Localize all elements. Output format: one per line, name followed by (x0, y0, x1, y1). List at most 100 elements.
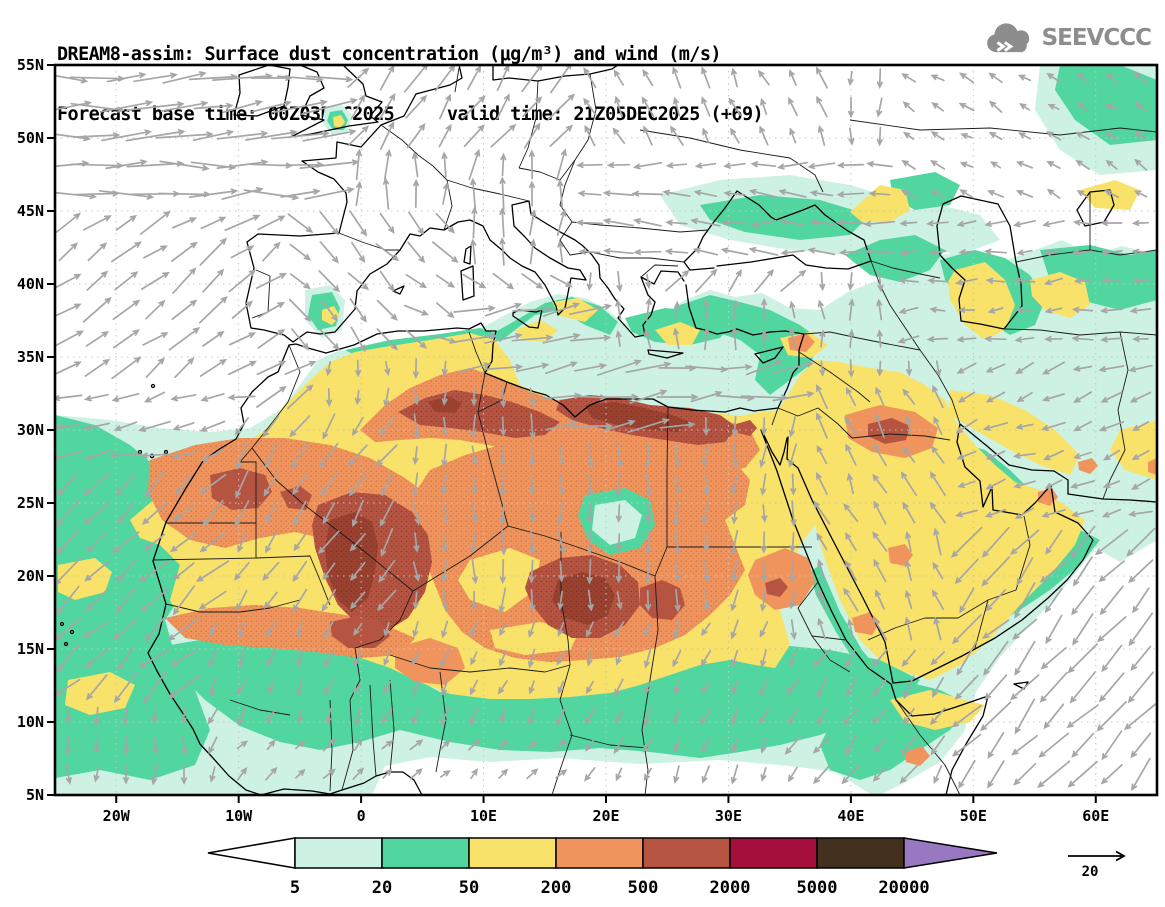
wind-arrow (760, 649, 767, 668)
wind-arrow (138, 648, 171, 668)
wind-arrow (451, 333, 498, 344)
wind-arrow (411, 708, 421, 725)
wind-arrow (56, 472, 79, 497)
wind-arrow (701, 501, 709, 526)
wind-arrow (1131, 248, 1150, 255)
wind-arrow (748, 188, 779, 199)
dust-band-50 (65, 672, 135, 715)
cape-verde-island (59, 621, 65, 627)
wind-arrow (1134, 158, 1148, 171)
wind-arrow (817, 299, 826, 320)
wind-arrow (1128, 559, 1154, 584)
colorbar-over-arrow (903, 837, 998, 869)
wind-arrow (438, 123, 452, 148)
wind-arrow (436, 302, 455, 319)
wind-arrow (351, 94, 365, 119)
wind-arrow (932, 384, 944, 409)
wind-arrow (143, 671, 167, 704)
wind-arrow (1071, 335, 1094, 342)
wind-arrow (642, 68, 654, 87)
wind-arrow (784, 735, 801, 755)
wind-arrow (381, 740, 394, 750)
wind-arrow (323, 649, 335, 668)
wind-arrow (470, 768, 479, 780)
wind-arrow (383, 387, 390, 408)
border (771, 407, 779, 426)
wind-arrow (904, 559, 912, 582)
wind-arrow (1101, 644, 1123, 673)
wind-arrow (981, 556, 1011, 587)
wind-arrow (1010, 674, 1040, 701)
wind-arrow (74, 132, 121, 139)
wind-arrow (951, 614, 982, 645)
wind-arrow (557, 501, 564, 526)
wind-arrow (144, 533, 166, 551)
wind-arrow (730, 764, 739, 785)
wind-arrow (846, 472, 855, 495)
wind-arrow (496, 93, 510, 120)
wind-arrow (117, 646, 135, 671)
wind-arrow (378, 559, 396, 583)
wind-arrow (151, 708, 158, 725)
wind-arrow (983, 640, 1009, 676)
wind-arrow (633, 218, 662, 227)
wind-arrow (584, 767, 596, 782)
wind-arrow (731, 474, 738, 495)
wind-arrow (98, 189, 155, 200)
wind-arrow (257, 328, 286, 349)
wind-arrow (145, 299, 166, 320)
wind-arrow (956, 640, 978, 676)
wind-arrow (665, 269, 690, 292)
wind-arrow (760, 531, 767, 554)
wind-arrow (529, 209, 537, 236)
wind-arrow (1127, 671, 1154, 704)
wind-arrow (1076, 72, 1089, 83)
wind-arrow (237, 532, 247, 553)
wind-arrow (294, 740, 306, 750)
wind-arrow (672, 66, 682, 89)
wind-arrow (326, 387, 333, 408)
wind-arrow (567, 422, 614, 430)
wind-arrow (957, 306, 976, 314)
wind-arrow (381, 472, 393, 497)
wind-arrow (848, 298, 855, 321)
cape-verde-island (69, 629, 75, 635)
wind-arrow (759, 621, 769, 638)
border (255, 555, 331, 606)
wind-arrow (412, 679, 419, 696)
wind-arrow (1098, 560, 1125, 583)
wind-arrow (583, 66, 597, 89)
wind-arrow (1129, 391, 1152, 403)
wind-arrow (836, 162, 865, 169)
wind-arrow (959, 587, 975, 614)
wind-arrow (817, 558, 827, 583)
wind-arrow (84, 358, 111, 377)
wind-arrow (83, 472, 110, 496)
wind-arrow (159, 160, 210, 171)
wind-arrow (1072, 556, 1093, 587)
border (518, 80, 539, 169)
wind-arrow (602, 218, 635, 227)
wind-arrow (500, 152, 507, 177)
dust-band-500 (868, 418, 910, 444)
wind-arrow (142, 332, 169, 346)
border (640, 264, 679, 278)
wind-arrow (111, 392, 140, 403)
wind-arrow (412, 591, 419, 610)
forecast-map: 20W 10W 0 10E 20E 30E 40E 50E 60E 55N 50N 45N 40N 35… (17, 56, 1159, 825)
wind-arrow (467, 738, 481, 751)
wind-arrow (263, 472, 279, 497)
wind-arrow (172, 562, 195, 581)
wind-arrow (586, 558, 593, 585)
coastline-crete (647, 349, 684, 359)
wind-arrow (470, 532, 477, 554)
wind-arrow (529, 238, 536, 265)
wind-arrow (216, 159, 269, 169)
wind-arrow (549, 124, 574, 147)
wind-arrow (1042, 220, 1065, 228)
wind-arrow (407, 241, 426, 264)
wind-arrow (864, 248, 895, 255)
wind-arrow (115, 587, 136, 614)
wind-arrow (556, 208, 567, 237)
wind-arrow (723, 162, 746, 169)
